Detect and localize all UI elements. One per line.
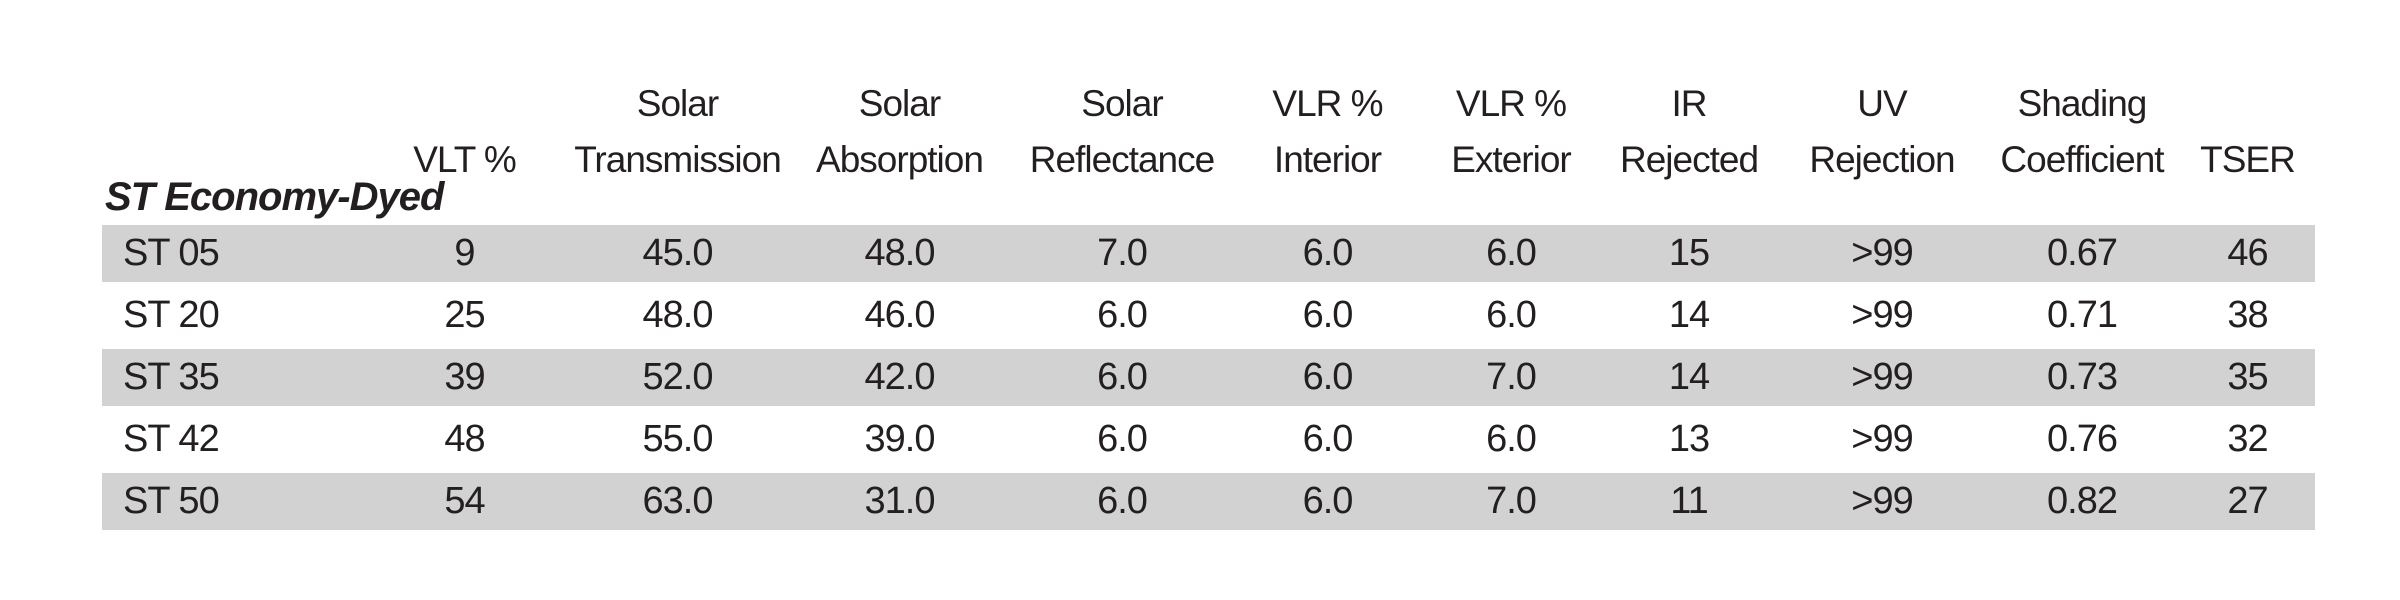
column-header-tser: TSER bbox=[2200, 139, 2296, 180]
cell-tser: 32 bbox=[2227, 418, 2268, 460]
cell-uv-rejection: >99 bbox=[1851, 356, 1913, 398]
table-row-st20: ST 20 25 48.0 46.0 6.0 6.0 6.0 14 >99 0.… bbox=[102, 287, 2315, 344]
cell-ir-rejected: 14 bbox=[1668, 356, 1710, 398]
cell-vlr-interior: 6.0 bbox=[1302, 418, 1354, 460]
cell-vlr-exterior: 6.0 bbox=[1486, 294, 1537, 336]
cell-solar-absorption: 31.0 bbox=[864, 480, 936, 522]
cell-uv-rejection: >99 bbox=[1851, 418, 1913, 460]
cell-vlt: 39 bbox=[444, 356, 485, 398]
cell-uv-rejection: >99 bbox=[1851, 480, 1913, 522]
cell-ir-rejected: 15 bbox=[1668, 232, 1710, 274]
cell-solar-transmission: 63.0 bbox=[642, 480, 714, 522]
cell-shading-coefficient: 0.76 bbox=[2047, 418, 2118, 460]
cell-uv-rejection: >99 bbox=[1851, 232, 1913, 274]
column-header-vlr-exterior: VLR % Exterior bbox=[1451, 83, 1571, 180]
cell-vlr-interior: 6.0 bbox=[1302, 356, 1354, 398]
table-row-st05: ST 05 9 45.0 48.0 7.0 6.0 6.0 15 >99 0.6… bbox=[102, 225, 2315, 282]
column-header-ir-rejected: IR Rejected bbox=[1619, 83, 1759, 180]
row-label: ST 05 bbox=[123, 232, 220, 274]
cell-solar-transmission: 52.0 bbox=[642, 356, 714, 398]
cell-solar-transmission: 55.0 bbox=[642, 418, 714, 460]
cell-solar-reflectance: 6.0 bbox=[1097, 294, 1148, 336]
table-header-row: VLT % Solar Transmission Solar Absorptio… bbox=[102, 0, 2315, 190]
cell-solar-absorption: 39.0 bbox=[864, 418, 936, 460]
cell-vlt: 25 bbox=[444, 294, 485, 336]
row-label: ST 50 bbox=[123, 480, 220, 522]
cell-vlr-exterior: 6.0 bbox=[1486, 232, 1537, 274]
row-label: ST 20 bbox=[123, 294, 220, 336]
column-header-solar-absorption: Solar Absorption bbox=[816, 83, 984, 180]
cell-uv-rejection: >99 bbox=[1851, 294, 1913, 336]
row-label: ST 42 bbox=[123, 418, 220, 460]
cell-shading-coefficient: 0.73 bbox=[2047, 356, 2118, 398]
column-header-vlt: VLT % bbox=[413, 139, 517, 180]
cell-vlr-exterior: 6.0 bbox=[1486, 418, 1537, 460]
cell-solar-transmission: 45.0 bbox=[642, 232, 714, 274]
cell-solar-reflectance: 6.0 bbox=[1097, 356, 1148, 398]
cell-solar-reflectance: 6.0 bbox=[1097, 418, 1148, 460]
cell-shading-coefficient: 0.67 bbox=[2047, 232, 2118, 274]
cell-solar-reflectance: 6.0 bbox=[1097, 480, 1148, 522]
cell-solar-transmission: 48.0 bbox=[642, 294, 714, 336]
table-group-label: ST Economy-Dyed bbox=[105, 175, 444, 219]
table-body: ST 05 9 45.0 48.0 7.0 6.0 6.0 15 >99 0.6… bbox=[102, 225, 2315, 530]
cell-solar-absorption: 48.0 bbox=[864, 232, 936, 274]
cell-solar-absorption: 46.0 bbox=[864, 294, 936, 336]
cell-vlt: 54 bbox=[444, 480, 485, 522]
cell-tser: 46 bbox=[2227, 232, 2268, 274]
cell-vlr-interior: 6.0 bbox=[1302, 294, 1354, 336]
column-header-shading-coefficient: Shading Coefficient bbox=[2000, 83, 2164, 180]
column-header-uv-rejection: UV Rejection bbox=[1809, 83, 1955, 180]
cell-shading-coefficient: 0.71 bbox=[2047, 294, 2118, 336]
cell-shading-coefficient: 0.82 bbox=[2047, 480, 2118, 522]
cell-vlr-interior: 6.0 bbox=[1302, 232, 1354, 274]
cell-vlt: 9 bbox=[454, 232, 475, 274]
column-header-vlr-interior: VLR % Interior bbox=[1272, 83, 1383, 180]
cell-vlr-exterior: 7.0 bbox=[1486, 356, 1537, 398]
cell-ir-rejected: 14 bbox=[1668, 294, 1710, 336]
cell-vlr-exterior: 7.0 bbox=[1486, 480, 1537, 522]
cell-vlt: 48 bbox=[444, 418, 485, 460]
table-row-st35: ST 35 39 52.0 42.0 6.0 6.0 7.0 14 >99 0.… bbox=[102, 349, 2315, 406]
cell-vlr-interior: 6.0 bbox=[1302, 480, 1354, 522]
cell-tser: 38 bbox=[2227, 294, 2268, 336]
cell-tser: 27 bbox=[2227, 480, 2268, 522]
cell-solar-reflectance: 7.0 bbox=[1097, 232, 1148, 274]
cell-solar-absorption: 42.0 bbox=[864, 356, 936, 398]
table-row-st50: ST 50 54 63.0 31.0 6.0 6.0 7.0 11 >99 0.… bbox=[102, 473, 2315, 530]
table-row-st42: ST 42 48 55.0 39.0 6.0 6.0 6.0 13 >99 0.… bbox=[102, 411, 2315, 468]
cell-ir-rejected: 11 bbox=[1670, 480, 1708, 522]
column-header-solar-transmission: Solar Transmission bbox=[574, 83, 782, 180]
column-header-solar-reflectance: Solar Reflectance bbox=[1029, 83, 1215, 180]
cell-ir-rejected: 13 bbox=[1668, 418, 1710, 460]
row-label: ST 35 bbox=[123, 356, 220, 398]
cell-tser: 35 bbox=[2227, 356, 2268, 398]
